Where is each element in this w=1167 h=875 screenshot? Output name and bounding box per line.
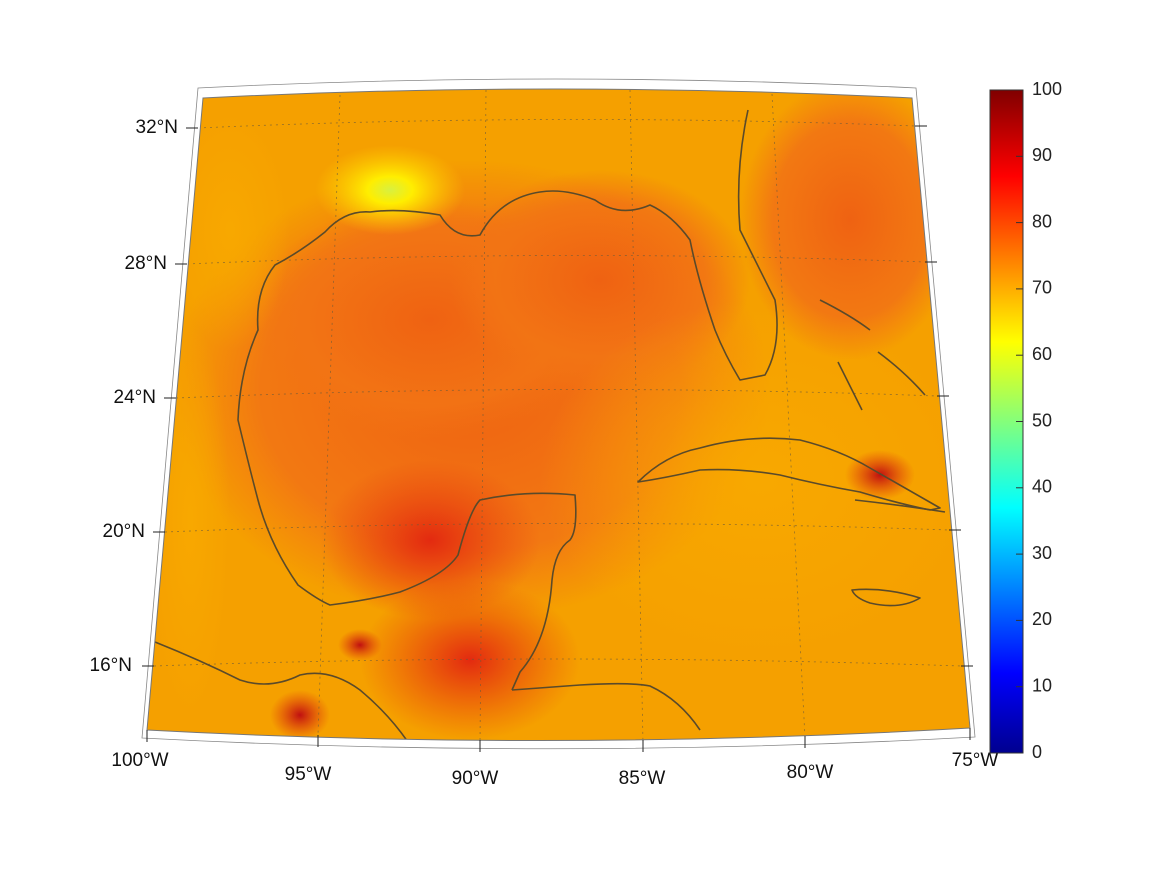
gulf-coastline	[237, 109, 778, 691]
colorbar-tick-50: 50	[1032, 410, 1052, 430]
lat-label-28n: 28°N	[125, 253, 167, 274]
lat-label-16n: 16°N	[90, 655, 132, 676]
lat-label-24n: 24°N	[114, 387, 156, 408]
colorbar-tick-70: 70	[1032, 278, 1052, 298]
lon-label-100w: 100°W	[111, 750, 168, 771]
colorbar-tick-60: 60	[1032, 344, 1052, 364]
lon-ticks	[146, 728, 971, 752]
lon-label-75w: 75°W	[952, 750, 999, 771]
central-america	[511, 682, 701, 731]
colorbar: 100 90 80 70 60 50 40 30 20 10 0	[989, 79, 1062, 762]
bahamas	[819, 299, 926, 411]
lon-label-80w: 80°W	[787, 762, 834, 783]
colorbar-tick-0: 0	[1032, 742, 1042, 762]
cuba	[637, 437, 941, 511]
colorbar-tick-100: 100	[1032, 79, 1062, 99]
colorbar-tick-80: 80	[1032, 211, 1052, 231]
map-frame-outer	[141, 78, 976, 750]
jamaica	[851, 588, 921, 607]
colorbar-tick-90: 90	[1032, 145, 1052, 165]
hispaniola	[854, 499, 946, 513]
graticule	[153, 89, 962, 741]
mexico-pacific	[154, 641, 411, 741]
colorbar-ticks	[1016, 89, 1023, 754]
lon-label-85w: 85°W	[619, 768, 666, 789]
coastlines	[154, 109, 946, 741]
colorbar-tick-10: 10	[1032, 675, 1052, 695]
colorbar-tick-40: 40	[1032, 477, 1052, 497]
lat-ticks	[142, 125, 973, 667]
lat-label-32n: 32°N	[136, 117, 178, 138]
colorbar-tick-30: 30	[1032, 543, 1052, 563]
heat-field	[147, 89, 970, 741]
lat-label-20n: 20°N	[103, 521, 145, 542]
map-frame	[146, 88, 971, 742]
lon-label-90w: 90°W	[452, 768, 499, 789]
colorbar-tick-20: 20	[1032, 609, 1052, 629]
lon-label-95w: 95°W	[285, 764, 332, 785]
